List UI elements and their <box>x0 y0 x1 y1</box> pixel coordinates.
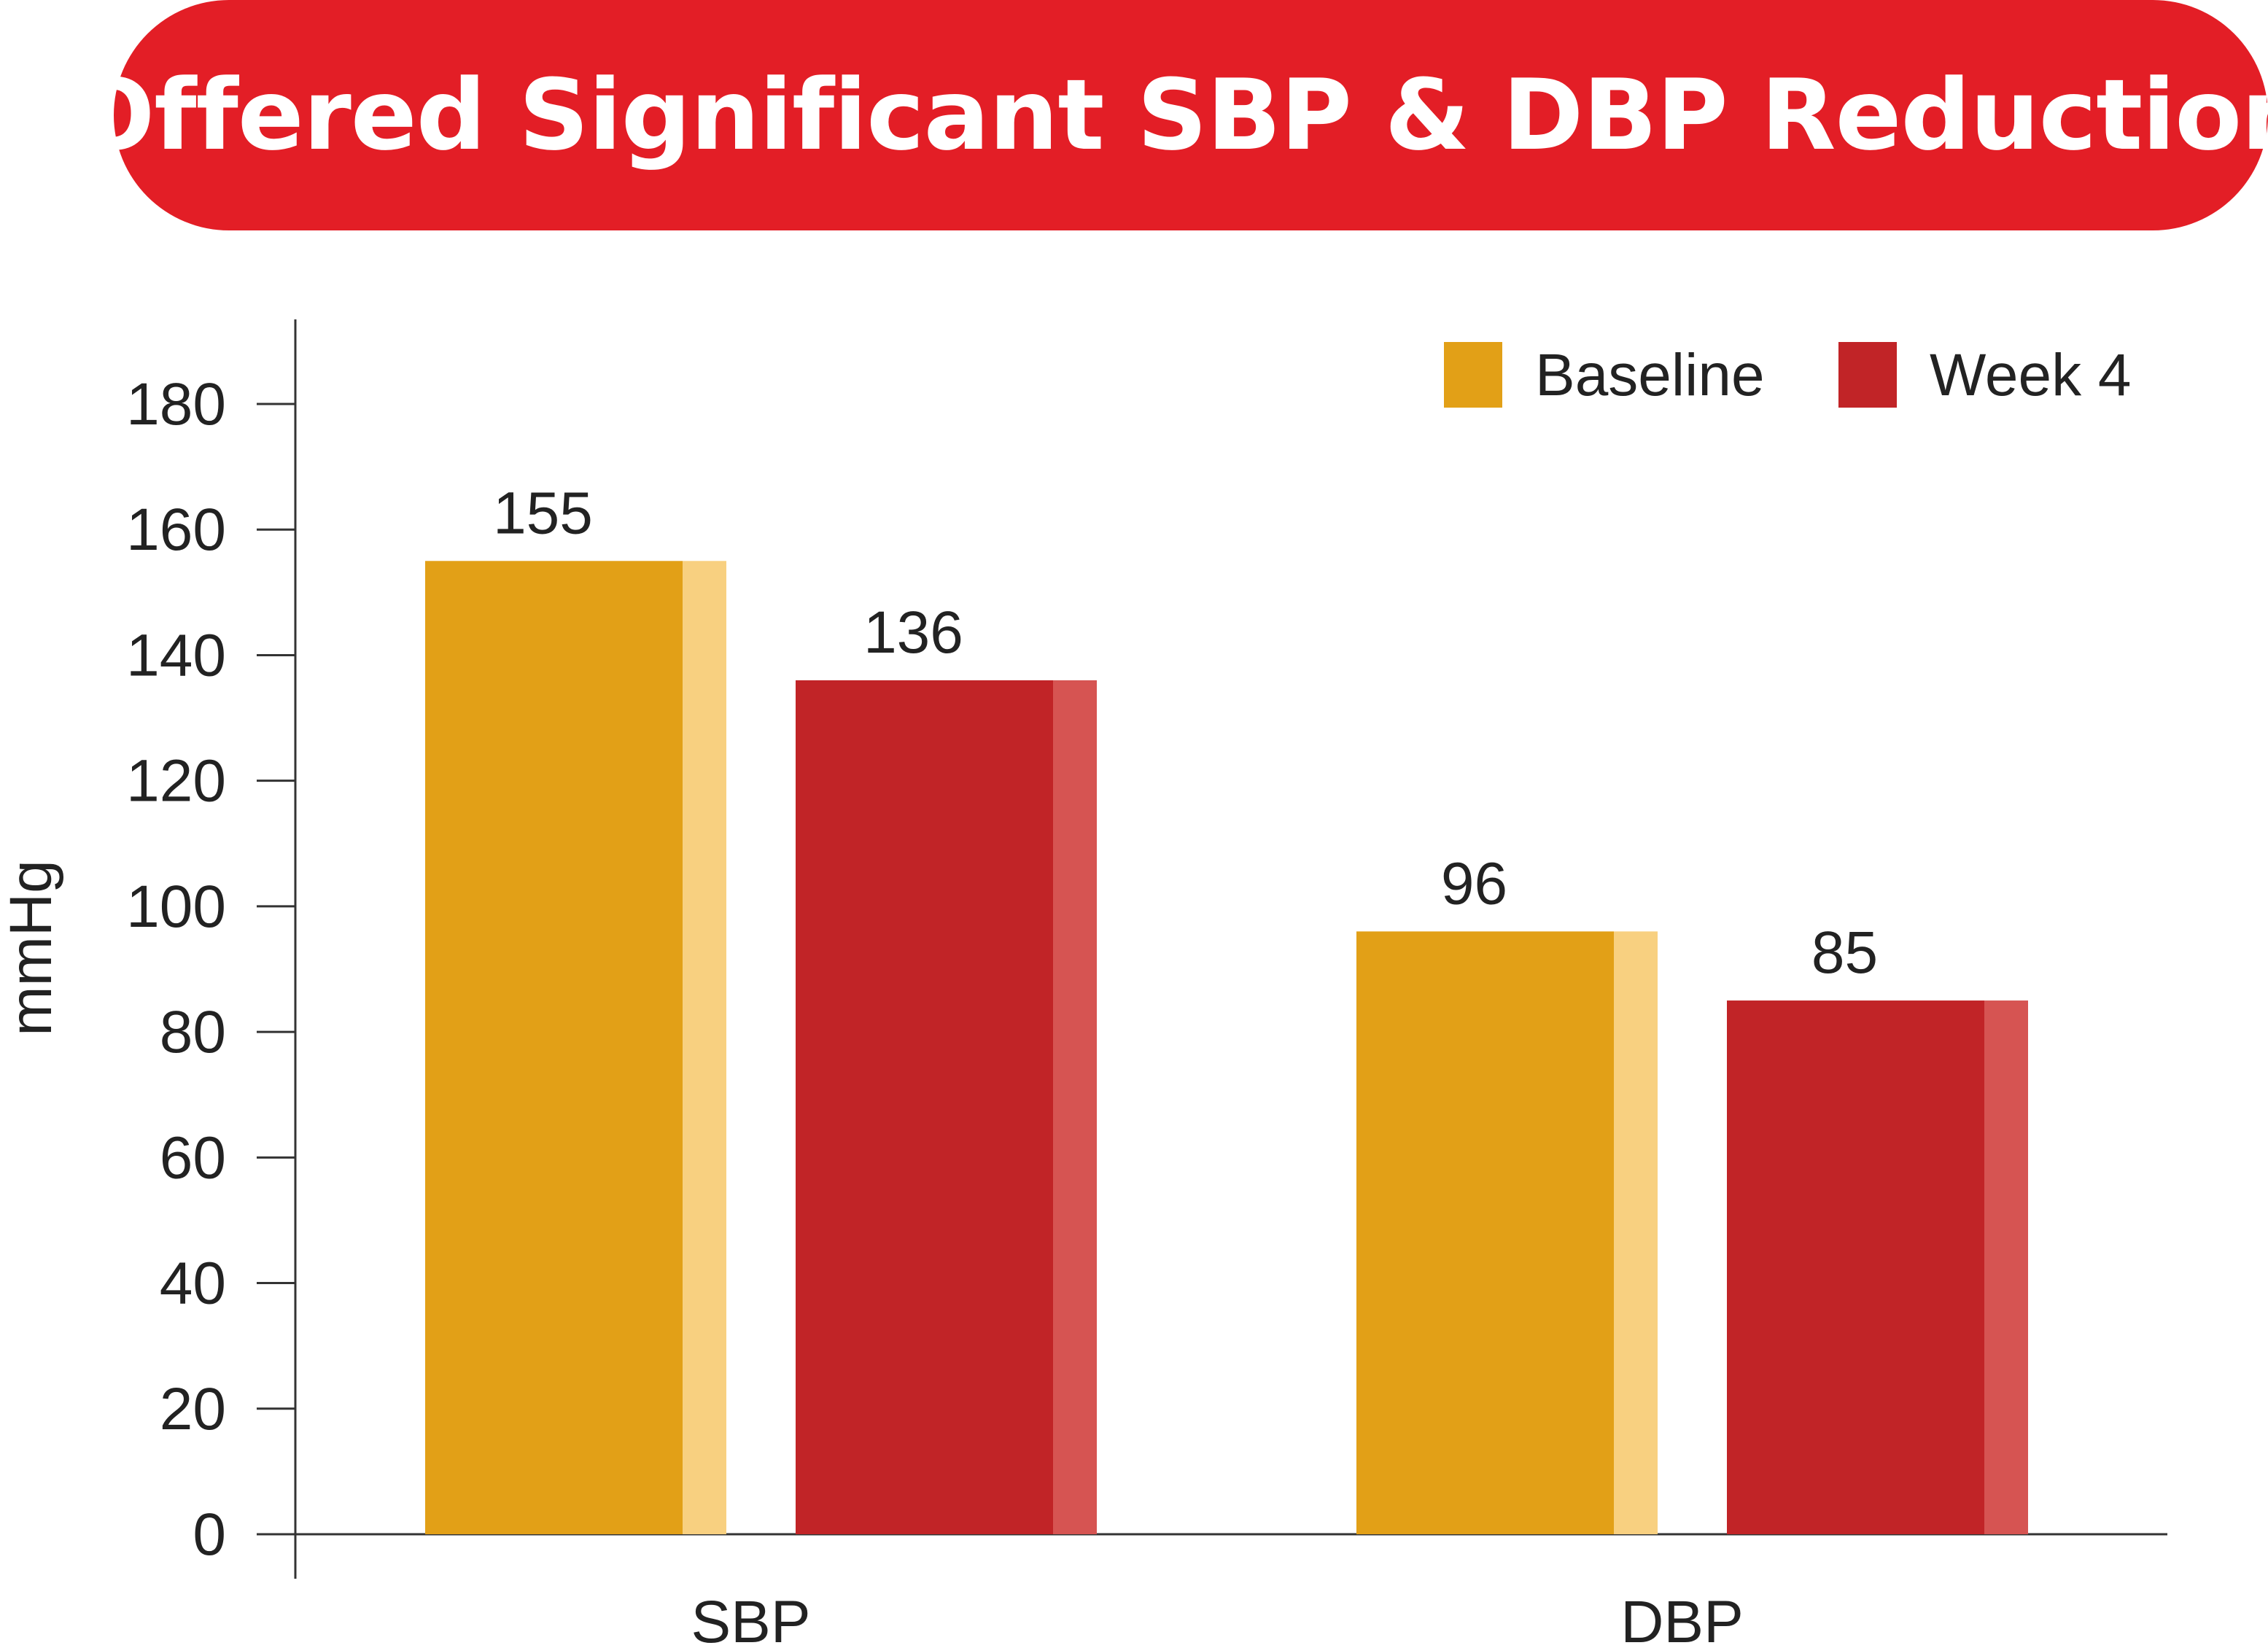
y-tick-label: 180 <box>126 371 226 438</box>
x-axis: SBP DBP <box>257 1533 2167 1648</box>
legend-label: Week 4 <box>1930 342 2132 408</box>
bars: 155 136 96 85 <box>425 480 2028 1534</box>
x-tick-label-dbp: DBP <box>1620 1589 1744 1648</box>
x-tick-labels: SBP DBP <box>691 1589 1743 1648</box>
bar-sbp-baseline <box>425 561 683 1534</box>
y-axis-title: mmHg <box>0 860 64 1035</box>
x-tick-label-sbp: SBP <box>691 1589 810 1648</box>
bar-highlight <box>683 561 726 1534</box>
bar-sbp-week-4 <box>796 680 1053 1534</box>
y-axis: 0 20 40 60 80 100 120 140 160 180 <box>126 319 297 1579</box>
data-label: 85 <box>1811 920 1878 986</box>
legend: Baseline Week 4 <box>1444 342 2132 408</box>
y-tick-label: 40 <box>160 1251 226 1317</box>
y-tick-label: 100 <box>126 874 226 940</box>
y-tick-label: 140 <box>126 622 226 688</box>
chart-title: Offered Significant SBP & DBP Reduction <box>71 58 2268 172</box>
bar-highlight <box>1053 680 1097 1534</box>
bar-highlight <box>1984 1000 2028 1534</box>
data-label: 155 <box>493 480 593 546</box>
legend-swatch-baseline <box>1444 342 1502 408</box>
title-banner: Offered Significant SBP & DBP Reduction <box>71 0 2268 230</box>
bar-dbp-baseline <box>1356 931 1614 1534</box>
y-ticks: 0 20 40 60 80 100 120 140 160 180 <box>126 371 295 1568</box>
legend-label: Baseline <box>1535 342 1765 408</box>
y-tick-label: 0 <box>193 1501 226 1568</box>
y-tick-label: 60 <box>160 1124 226 1191</box>
legend-swatch-week-4 <box>1838 342 1897 408</box>
y-tick-label: 160 <box>126 497 226 563</box>
bar-highlight <box>1614 931 1658 1534</box>
bar-dbp-week-4 <box>1727 1000 1984 1534</box>
data-label: 96 <box>1441 850 1507 917</box>
y-tick-label: 120 <box>126 748 226 815</box>
data-label: 136 <box>863 599 963 666</box>
y-tick-label: 80 <box>160 999 226 1065</box>
y-tick-label: 20 <box>160 1376 226 1442</box>
